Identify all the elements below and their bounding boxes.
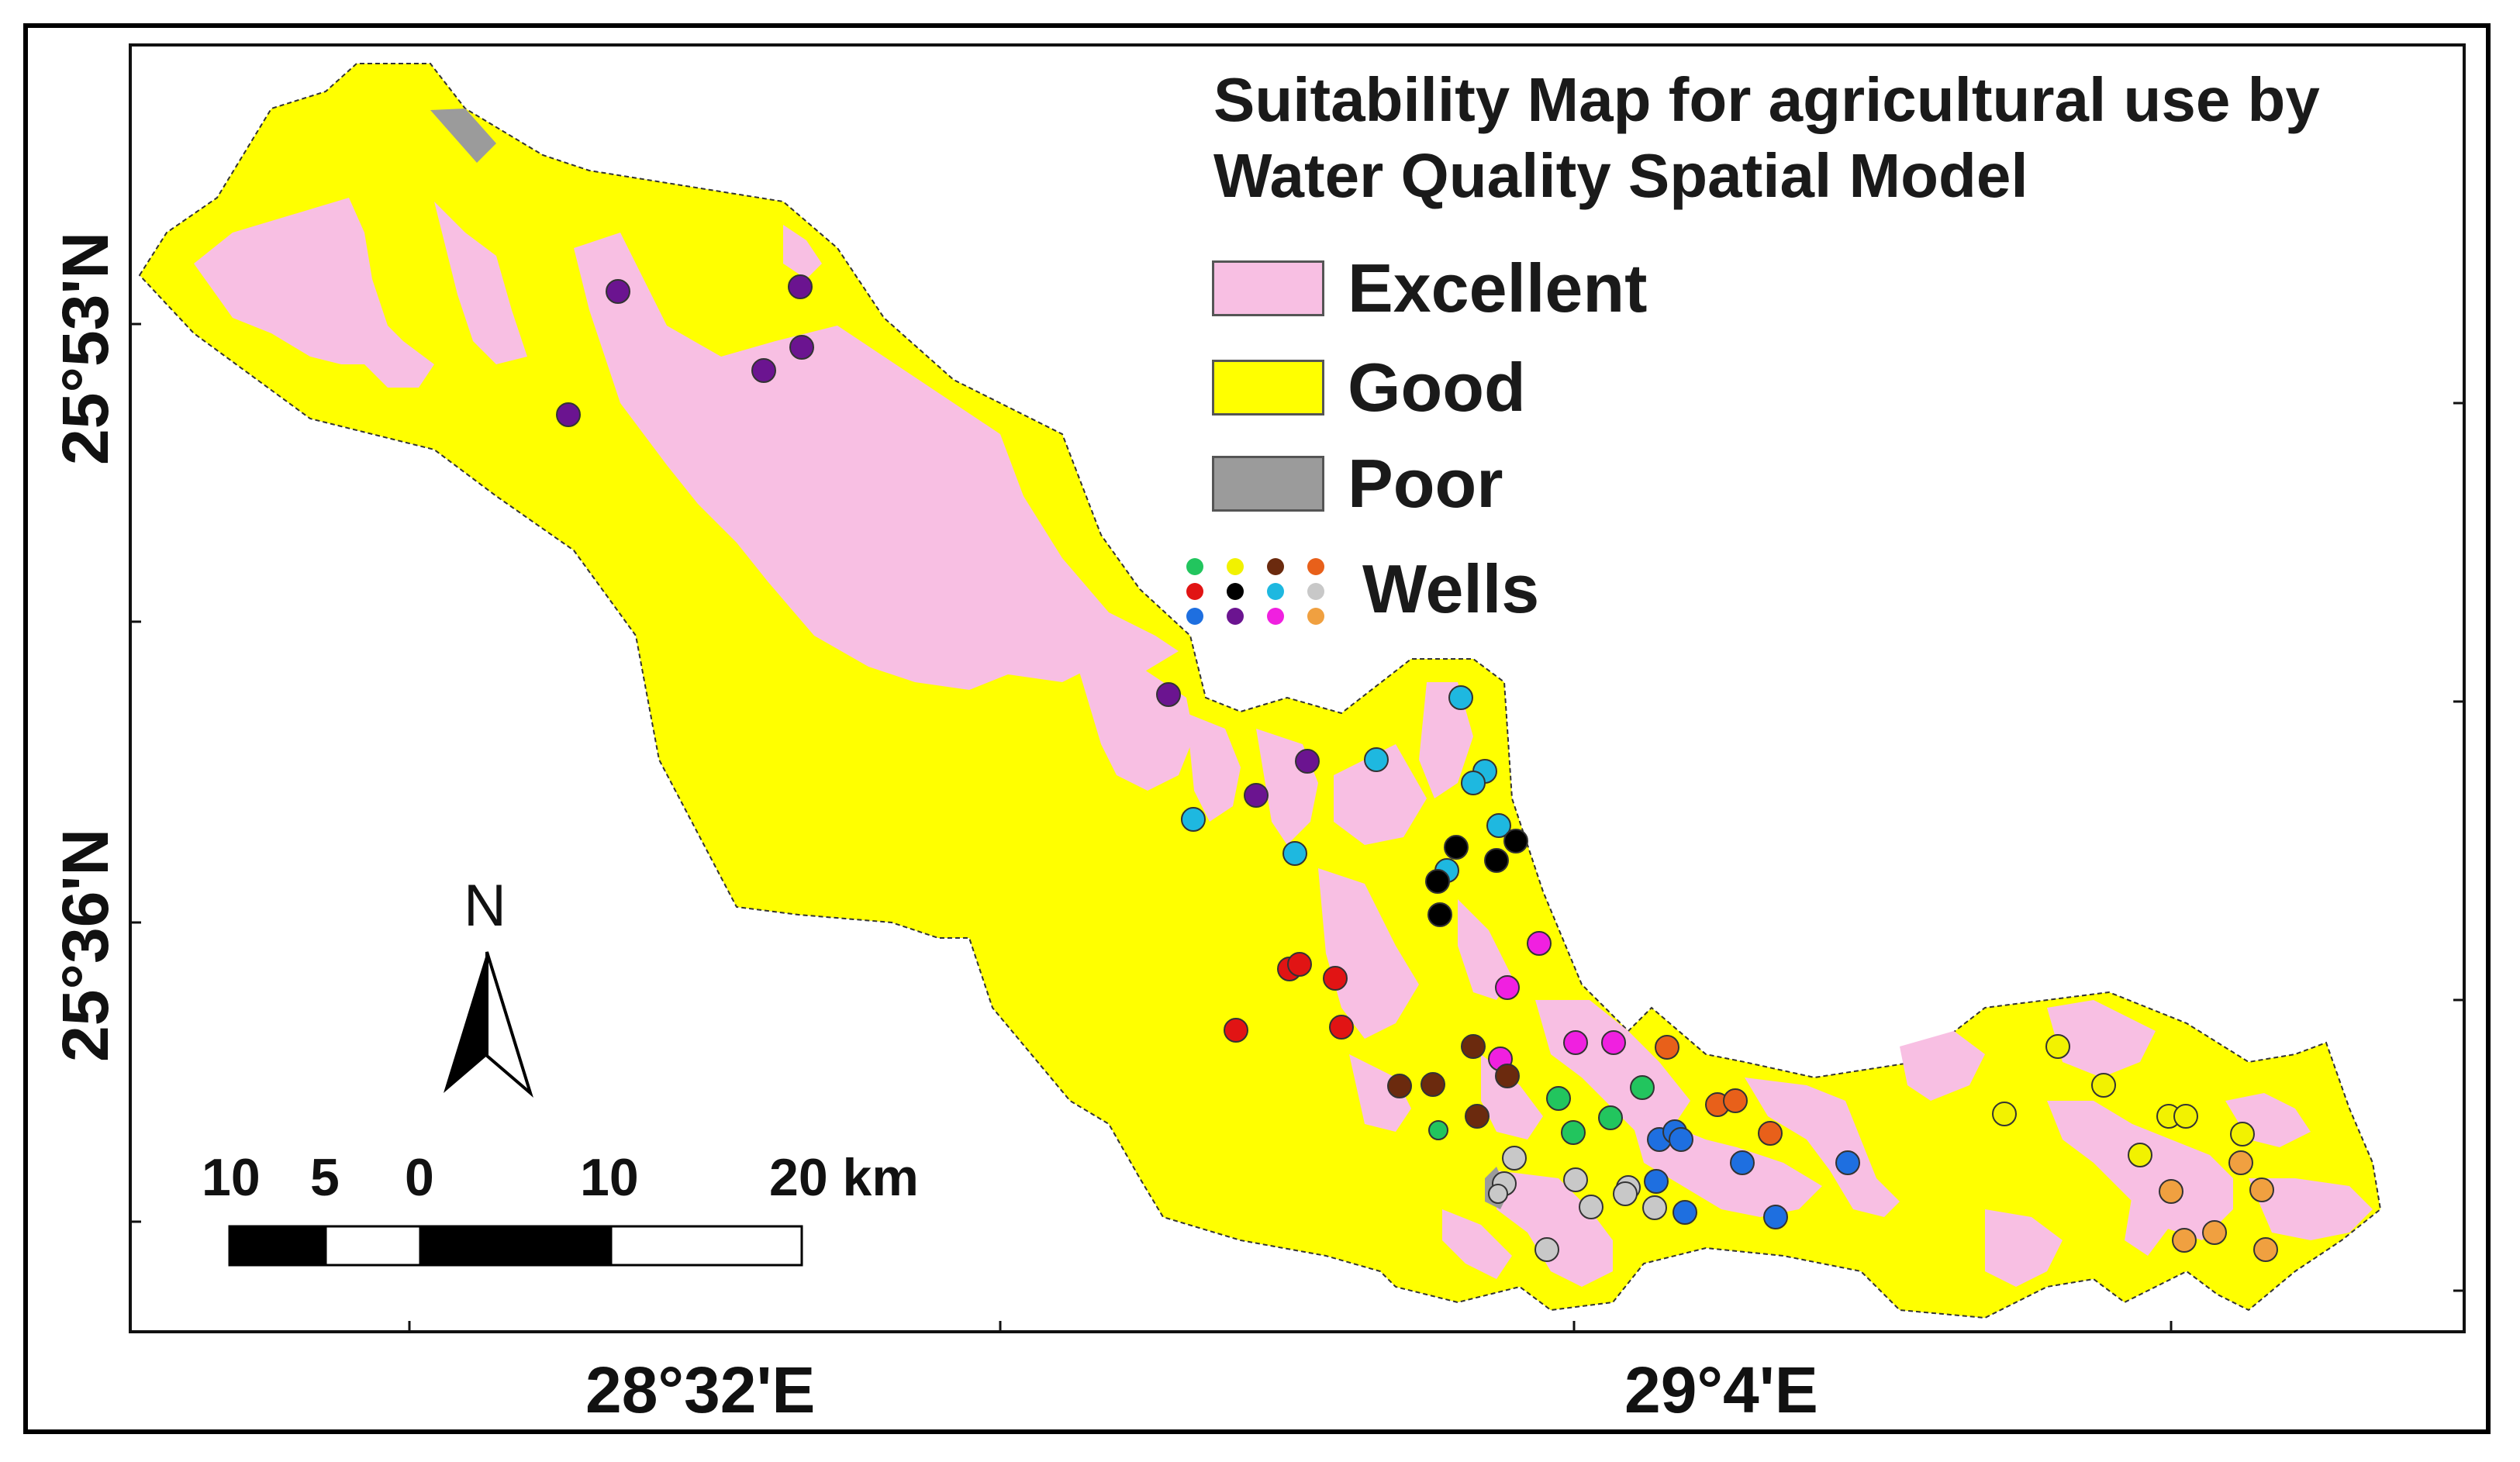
well-point bbox=[2173, 1104, 2198, 1129]
good-swatch bbox=[1212, 360, 1324, 415]
well-point bbox=[1488, 1184, 1508, 1204]
well-point bbox=[1448, 685, 1473, 710]
well-point bbox=[1295, 749, 1320, 774]
well-point bbox=[1546, 1086, 1571, 1111]
well-point bbox=[1282, 841, 1307, 866]
well-point bbox=[2159, 1179, 2183, 1204]
well-point bbox=[1630, 1075, 1655, 1100]
well-point bbox=[1387, 1074, 1412, 1098]
well-point bbox=[2091, 1073, 2116, 1098]
well-point bbox=[1561, 1120, 1586, 1145]
lat-label-2: 25°36'N bbox=[49, 828, 122, 1062]
north-label: N bbox=[464, 873, 506, 939]
well-point bbox=[1758, 1121, 1783, 1146]
well-point bbox=[1244, 783, 1269, 808]
well-point bbox=[1503, 829, 1528, 853]
well-point bbox=[1835, 1150, 1860, 1175]
scale-label: 10 bbox=[580, 1148, 639, 1207]
well-point bbox=[1563, 1167, 1588, 1192]
well-point bbox=[1181, 807, 1206, 832]
well-point bbox=[1563, 1030, 1588, 1055]
well-point bbox=[1484, 848, 1509, 873]
scale-label: 20 km bbox=[769, 1148, 919, 1207]
well-point bbox=[1644, 1169, 1669, 1194]
well-point bbox=[1598, 1105, 1623, 1130]
well-point bbox=[1534, 1237, 1559, 1262]
wells-layer bbox=[556, 274, 2278, 1262]
map-title-line2: Water Quality Spatial Model bbox=[1213, 141, 2028, 210]
lon-label-2: 29°4'E bbox=[1624, 1353, 1818, 1426]
well-point bbox=[1613, 1181, 1638, 1206]
well-point bbox=[1642, 1195, 1667, 1220]
well-point bbox=[1461, 1034, 1486, 1059]
well-point bbox=[1495, 1064, 1520, 1088]
well-point bbox=[2202, 1220, 2227, 1245]
map-title-line1: Suitability Map for agricultural use by bbox=[1213, 65, 2320, 134]
lon-label-1: 28°32'E bbox=[585, 1353, 816, 1426]
well-point bbox=[2253, 1237, 2278, 1262]
well-point bbox=[2228, 1150, 2253, 1175]
well-point bbox=[1669, 1127, 1693, 1152]
well-point bbox=[1763, 1205, 1788, 1229]
well-point bbox=[1428, 1120, 1448, 1140]
well-point bbox=[788, 274, 813, 299]
well-point bbox=[751, 358, 776, 383]
well-point bbox=[1486, 813, 1511, 838]
well-point bbox=[1461, 771, 1486, 795]
well-point bbox=[1723, 1088, 1748, 1113]
lat-label-1: 25°53'N bbox=[49, 231, 122, 465]
well-point bbox=[1444, 835, 1469, 860]
legend-label-good: Good bbox=[1348, 349, 1526, 426]
scale-label: 10 bbox=[202, 1148, 261, 1207]
legend-item-good: Good bbox=[1212, 349, 1526, 426]
well-point bbox=[789, 335, 814, 360]
graticule-ticks bbox=[130, 322, 2464, 1332]
well-point bbox=[1495, 975, 1520, 1000]
well-point bbox=[1673, 1200, 1697, 1225]
well-point bbox=[556, 402, 581, 427]
well-point bbox=[1425, 869, 1450, 894]
map-title: Suitability Map for agricultural use by … bbox=[1213, 62, 2320, 214]
well-point bbox=[1323, 966, 1348, 991]
well-point bbox=[1287, 952, 1312, 977]
legend-item-excellent: Excellent bbox=[1212, 250, 1647, 326]
well-point bbox=[2172, 1228, 2197, 1253]
scale-label: 0 bbox=[405, 1148, 434, 1207]
poor-swatch bbox=[1212, 456, 1324, 512]
well-point bbox=[1601, 1030, 1626, 1055]
well-point bbox=[1156, 682, 1181, 707]
well-point bbox=[2249, 1178, 2274, 1202]
region-excellent bbox=[194, 198, 2373, 1287]
well-point bbox=[1364, 747, 1389, 772]
well-point bbox=[2128, 1143, 2152, 1167]
legend-item-wells: Wells bbox=[1179, 547, 1539, 632]
legend-item-poor: Poor bbox=[1212, 445, 1503, 522]
well-point bbox=[1992, 1102, 2017, 1126]
well-point bbox=[1502, 1146, 1527, 1171]
well-point bbox=[1224, 1018, 1248, 1043]
scale-bar bbox=[228, 1225, 803, 1267]
well-point bbox=[2045, 1034, 2070, 1059]
wells-symbol-icon bbox=[1179, 550, 1324, 628]
well-point bbox=[2230, 1122, 2255, 1146]
well-point bbox=[1527, 931, 1552, 956]
scale-label: 5 bbox=[310, 1148, 340, 1207]
well-point bbox=[1421, 1072, 1445, 1097]
map-neatline bbox=[129, 43, 2466, 1333]
legend-label-excellent: Excellent bbox=[1348, 250, 1648, 326]
well-point bbox=[1465, 1104, 1490, 1129]
north-arrow-icon bbox=[444, 951, 533, 1098]
legend-label-poor: Poor bbox=[1348, 445, 1503, 522]
well-point bbox=[1730, 1150, 1755, 1175]
well-point bbox=[606, 279, 630, 304]
well-point bbox=[1655, 1035, 1679, 1060]
legend-label-wells: Wells bbox=[1362, 550, 1540, 627]
excellent-swatch bbox=[1212, 260, 1324, 316]
well-point bbox=[1579, 1195, 1603, 1219]
well-point bbox=[1427, 902, 1452, 927]
well-point bbox=[1329, 1015, 1354, 1040]
